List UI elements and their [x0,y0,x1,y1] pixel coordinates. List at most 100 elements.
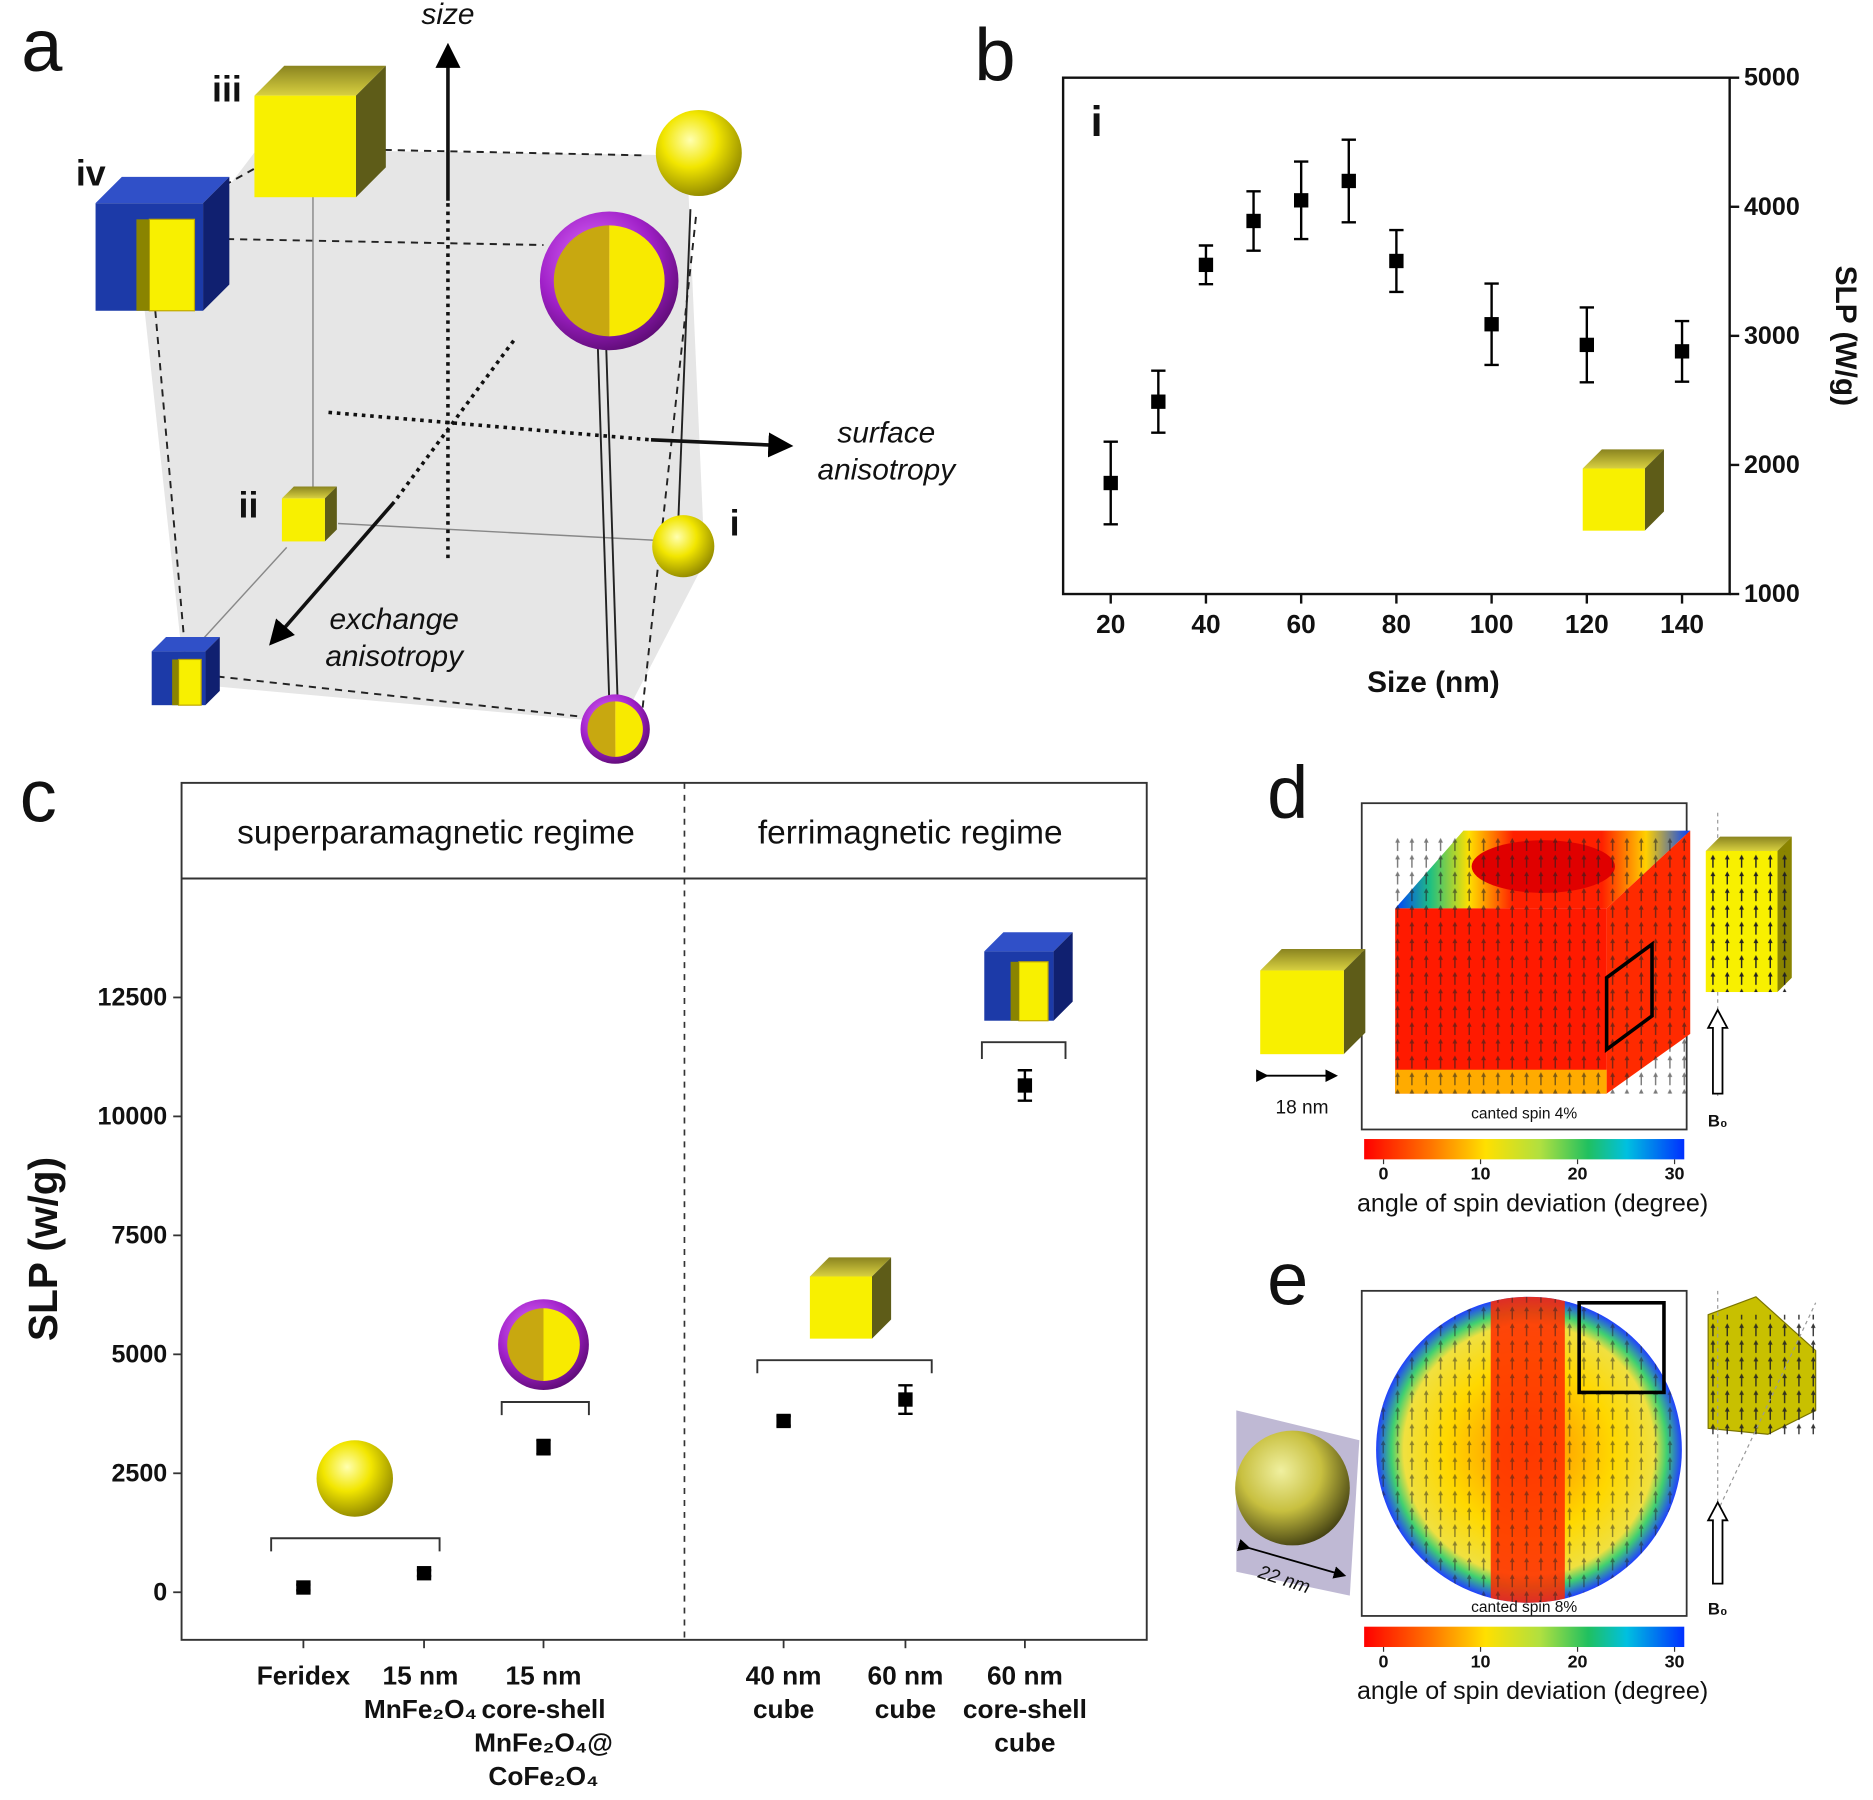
panel-label: c [20,755,57,838]
cube-side [1644,449,1664,531]
cube-front [809,1276,872,1339]
cube-side [324,486,337,542]
axis-label: exchange anisotropy [325,603,465,673]
data-point [1389,253,1404,269]
y-tick-label: 2500 [111,1459,167,1487]
x-axis-label: Size (nm) [1367,666,1500,699]
data-point [1674,344,1690,359]
axis-arrow [269,42,794,646]
y-tick-label: 5000 [1744,64,1800,92]
core-right [609,225,665,337]
data-point [1484,317,1499,332]
data-point [898,1392,913,1407]
marker-label: i [730,504,740,544]
size-label: 18 nm [1275,1097,1328,1118]
axis-dotted [328,203,652,560]
box-edge [677,209,692,517]
x-tick-label: 100 [1470,609,1514,639]
data-point [416,1566,432,1581]
cube-side [1343,949,1366,1055]
cube-front [281,498,325,542]
cube-core-side [172,659,179,706]
data-point [1103,475,1118,491]
cube-front [1582,468,1645,531]
cube-top [254,65,386,96]
core-left [507,1308,544,1381]
sphere [655,109,742,197]
y-tick-label: 12500 [98,983,168,1011]
text-line: exchange [329,603,458,636]
text-line: cube [753,1694,814,1724]
x-tick-label: 140 [1660,609,1704,639]
y-axis-label: SLP (W/g) [1829,266,1862,406]
colorbar-tick-label: 20 [1568,1164,1588,1184]
axis-label: size [421,0,474,31]
colorbar-tick-label: 0 [1379,1164,1389,1184]
cube-core-side [1010,961,1019,1021]
spin-arrows [1395,836,1691,1094]
canted-label: canted spin 4% [1471,1105,1577,1122]
colorbar-label: angle of spin deviation (degree) [1357,1190,1708,1218]
colorbar-tick-label: 30 [1665,1164,1685,1184]
cube-side [1053,932,1073,1021]
cube-top [281,486,337,499]
canted-label: canted spin 8% [1471,1599,1577,1616]
data-point [776,1413,791,1429]
text-line: 60 nm [867,1661,943,1691]
cube-core [148,218,196,312]
data-point [1579,337,1594,353]
text-line: anisotropy [325,640,465,673]
inset-label: i [1091,98,1103,146]
x-tick-label: 120 [1565,609,1609,639]
x-tick-label: 20 [1096,609,1125,639]
regime-label: ferrimagnetic regime [758,815,1063,852]
cube-core [1018,961,1049,1022]
box-edge [596,328,611,700]
cube-side [355,65,386,198]
spin-arrows [1705,850,1792,993]
text-line: 15 nm [383,1661,459,1691]
sphere [316,1440,393,1517]
text-line: 60 nm [987,1661,1063,1691]
field-label: B₀ [1708,1112,1728,1131]
cube-side [203,176,230,311]
regime-label: superparamagnetic regime [237,815,635,852]
text-line: 15 nm [506,1661,582,1691]
y-tick-label: 3000 [1744,322,1800,350]
core-left [553,225,610,337]
box-inner-edges [196,191,655,646]
data-point [536,1439,551,1455]
text-line: cube [994,1728,1055,1758]
y-tick-label: 2000 [1744,451,1800,479]
data-point [1341,173,1356,189]
data-point [296,1580,311,1595]
core-left [587,701,616,757]
x-tick-label: 40 nm cube [746,1661,822,1724]
text-line: CoFe₂O₄ [488,1761,598,1791]
box-edge [604,328,619,700]
text-line: core-shell [481,1694,605,1724]
y-tick-label: 0 [153,1578,167,1606]
cube-side [871,1257,892,1339]
colorbar-tick-label: 10 [1471,1651,1491,1671]
cube-top [809,1257,892,1277]
size-arrow [1236,1539,1347,1579]
highlight [1604,940,1654,1053]
cube-top [984,932,1073,952]
cube-front [254,95,356,198]
y-tick-label: 7500 [111,1221,167,1249]
cube-core [177,658,202,706]
panel-label: e [1267,1237,1308,1320]
sphere [1235,1430,1350,1546]
highlight [1577,1300,1666,1395]
tilt-line [1719,1302,1817,1507]
y-tick-label: 5000 [111,1340,167,1368]
plot-frame [180,781,1148,1641]
colorbar-tick-label: 30 [1665,1651,1685,1671]
diagram-a: size surface anisotropy exchange anisotrop… [76,0,957,724]
data-point [1294,193,1309,208]
x-tick-label: 60 nm core-shell cube [963,1661,1087,1758]
field-arrow [1706,1500,1729,1585]
